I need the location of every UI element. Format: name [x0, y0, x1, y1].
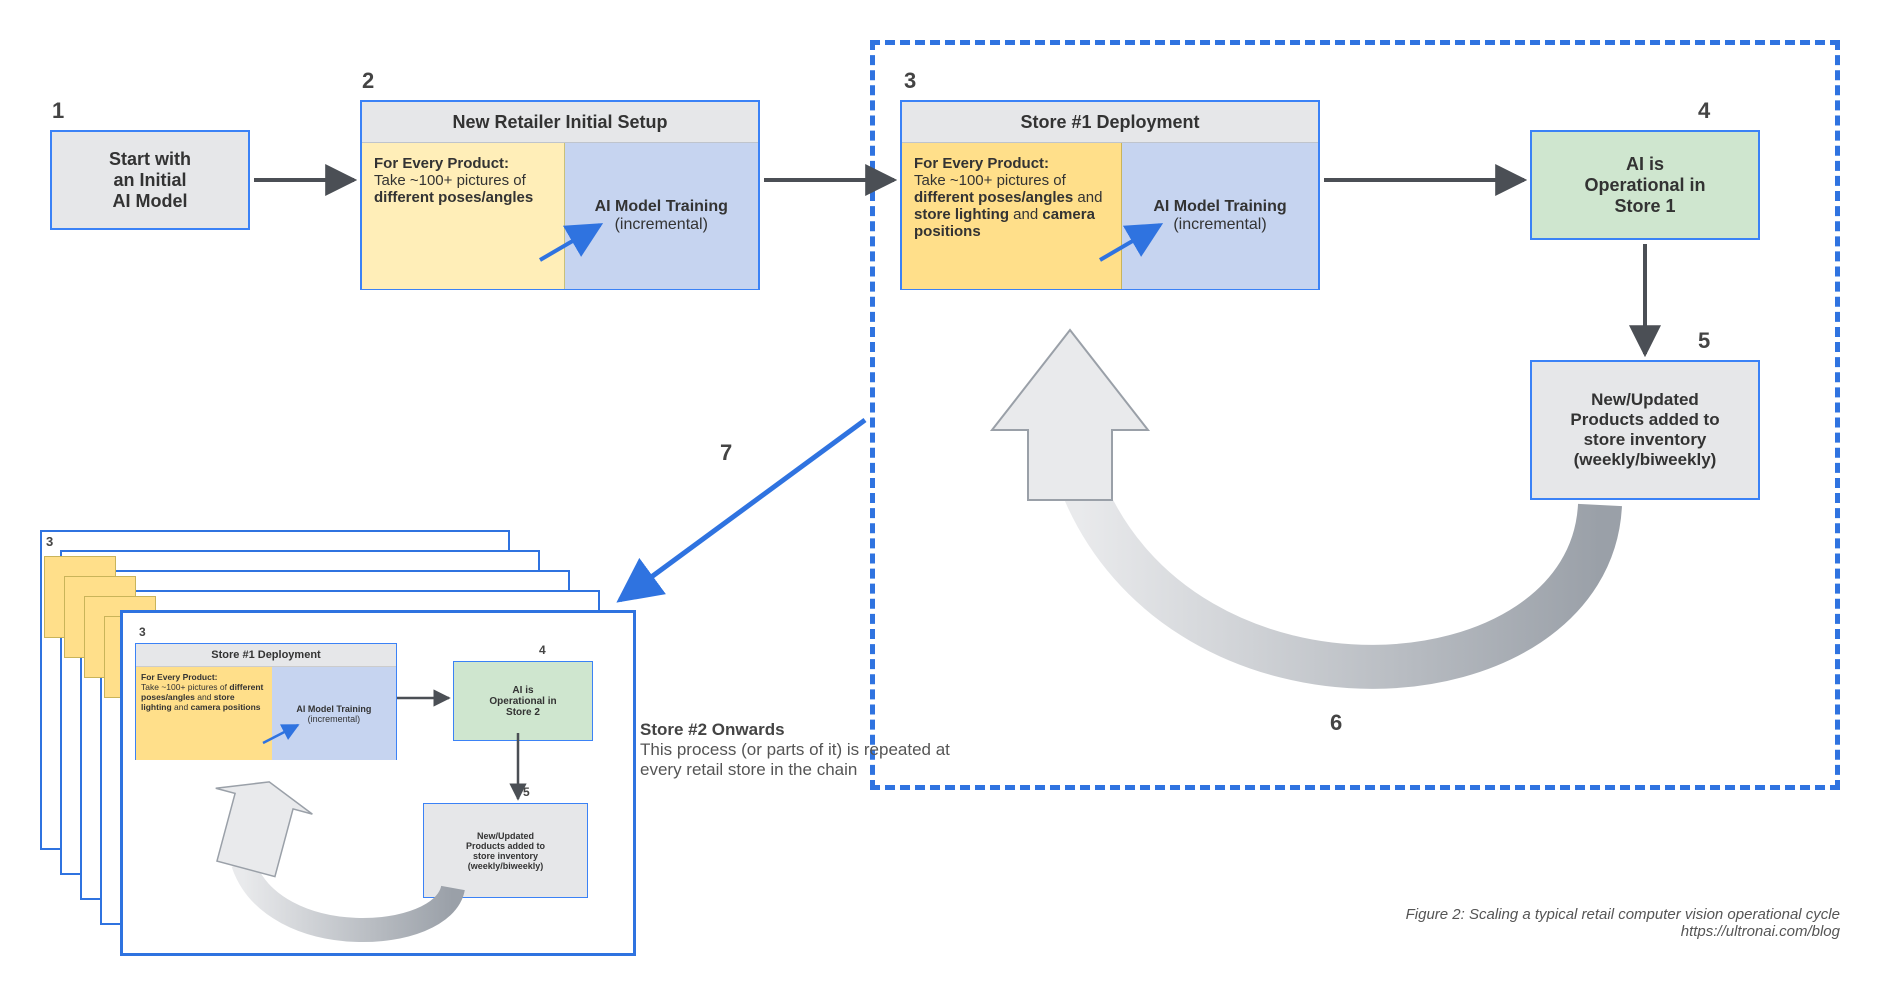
onwards-title: Store #2 Onwards [640, 720, 960, 740]
mini-num-4: 4 [539, 643, 546, 657]
n3-b1: For Every Product: [914, 155, 1049, 172]
node-start-label: Start withan InitialAI Model [109, 149, 191, 212]
step-number-4: 4 [1698, 98, 1710, 124]
n3-m2: and [1013, 206, 1042, 223]
node2-right: AI Model Training (incremental) [565, 143, 759, 289]
mini-node5: New/UpdatedProducts added tostore invent… [423, 803, 588, 898]
node2-left-line: Take ~100+ pictures of [374, 172, 526, 189]
mini-node3: Store #1 Deployment For Every Product:Ta… [135, 643, 397, 760]
n3-l1: Take ~100+ pictures of [914, 172, 1066, 189]
n3-m1: and [1077, 189, 1102, 206]
node-start: Start withan InitialAI Model [50, 130, 250, 230]
node2-title: New Retailer Initial Setup [362, 102, 758, 143]
caption-l2: https://ultronai.com/blog [1406, 923, 1840, 940]
n3-b2: different poses/angles [914, 189, 1073, 206]
step-number-5: 5 [1698, 328, 1710, 354]
node3-right: AI Model Training (incremental) [1122, 143, 1318, 289]
mini-node4: AI isOperational inStore 2 [453, 661, 593, 741]
node2-right-l1: AI Model Training [595, 198, 728, 215]
step-number-7: 7 [720, 440, 732, 466]
mini-num-3: 3 [139, 625, 146, 639]
step-number-6: 6 [1330, 710, 1342, 736]
figure-caption: Figure 2: Scaling a typical retail compu… [1406, 906, 1840, 940]
node5-label: New/UpdatedProducts added tostore invent… [1570, 390, 1719, 470]
mini-num-6: 6 [361, 928, 368, 942]
node3-left: For Every Product: Take ~100+ pictures o… [902, 143, 1122, 289]
node-operational: AI isOperational inStore 1 [1530, 130, 1760, 240]
node-store-deployment: Store #1 Deployment For Every Product: T… [900, 100, 1320, 290]
step-number-1: 1 [52, 98, 64, 124]
arrow-7 [620, 420, 865, 600]
step-number-2: 2 [362, 68, 374, 94]
mini-node3-right: AI Model Training(incremental) [272, 667, 396, 760]
diagram-canvas: 1 Start withan InitialAI Model 2 New Ret… [0, 0, 1900, 1000]
node2-right-l2: (incremental) [615, 216, 708, 233]
mini-num-back: 3 [46, 534, 53, 549]
node-retailer-setup: New Retailer Initial Setup For Every Pro… [360, 100, 760, 290]
node4-label: AI isOperational inStore 1 [1584, 154, 1705, 217]
mini-num-5: 5 [523, 785, 530, 799]
node2-left-b1: For Every Product: [374, 155, 509, 172]
node2-left-b2: different poses/angles [374, 189, 533, 206]
step-number-3: 3 [904, 68, 916, 94]
mini-card-front: 3 Store #1 Deployment For Every Product:… [120, 610, 636, 956]
onwards-body: This process (or parts of it) is repeate… [640, 740, 960, 780]
mini-node3-left: For Every Product:Take ~100+ pictures of… [136, 667, 272, 760]
node2-left: For Every Product: Take ~100+ pictures o… [362, 143, 565, 289]
n3-r1: AI Model Training [1153, 198, 1286, 215]
n3-b3: store lighting [914, 206, 1009, 223]
caption-l1: Figure 2: Scaling a typical retail compu… [1406, 906, 1840, 923]
onwards-text: Store #2 Onwards This process (or parts … [640, 720, 960, 780]
n3-r2: (incremental) [1173, 216, 1266, 233]
mini-node3-title: Store #1 Deployment [136, 644, 396, 667]
node-new-products: New/UpdatedProducts added tostore invent… [1530, 360, 1760, 500]
node3-title: Store #1 Deployment [902, 102, 1318, 143]
